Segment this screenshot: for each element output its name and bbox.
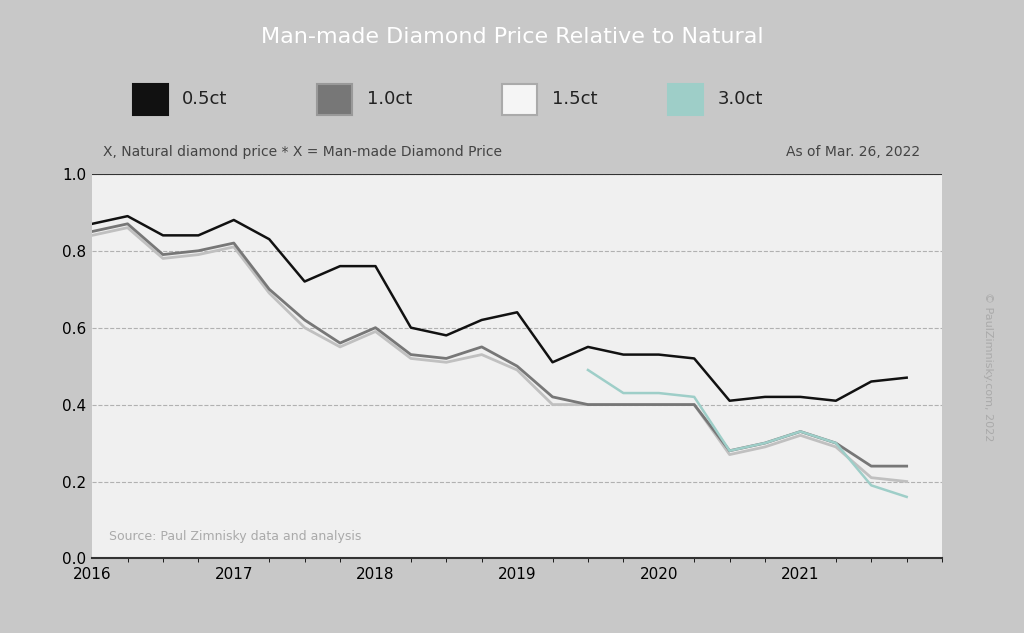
Text: 3.0ct: 3.0ct: [717, 91, 763, 108]
Text: X, Natural diamond price * X = Man-made Diamond Price: X, Natural diamond price * X = Man-made …: [103, 145, 503, 159]
Text: 0.5ct: 0.5ct: [182, 91, 227, 108]
Text: 1.5ct: 1.5ct: [552, 91, 597, 108]
Text: 1.0ct: 1.0ct: [367, 91, 413, 108]
FancyBboxPatch shape: [668, 84, 702, 115]
FancyBboxPatch shape: [503, 84, 538, 115]
Text: © PaulZimnisky.com, 2022: © PaulZimnisky.com, 2022: [983, 292, 993, 442]
Text: As of Mar. 26, 2022: As of Mar. 26, 2022: [786, 145, 921, 159]
FancyBboxPatch shape: [317, 84, 352, 115]
Text: Source: Paul Zimnisky data and analysis: Source: Paul Zimnisky data and analysis: [110, 530, 361, 543]
FancyBboxPatch shape: [133, 84, 168, 115]
Text: Man-made Diamond Price Relative to Natural: Man-made Diamond Price Relative to Natur…: [261, 27, 763, 47]
